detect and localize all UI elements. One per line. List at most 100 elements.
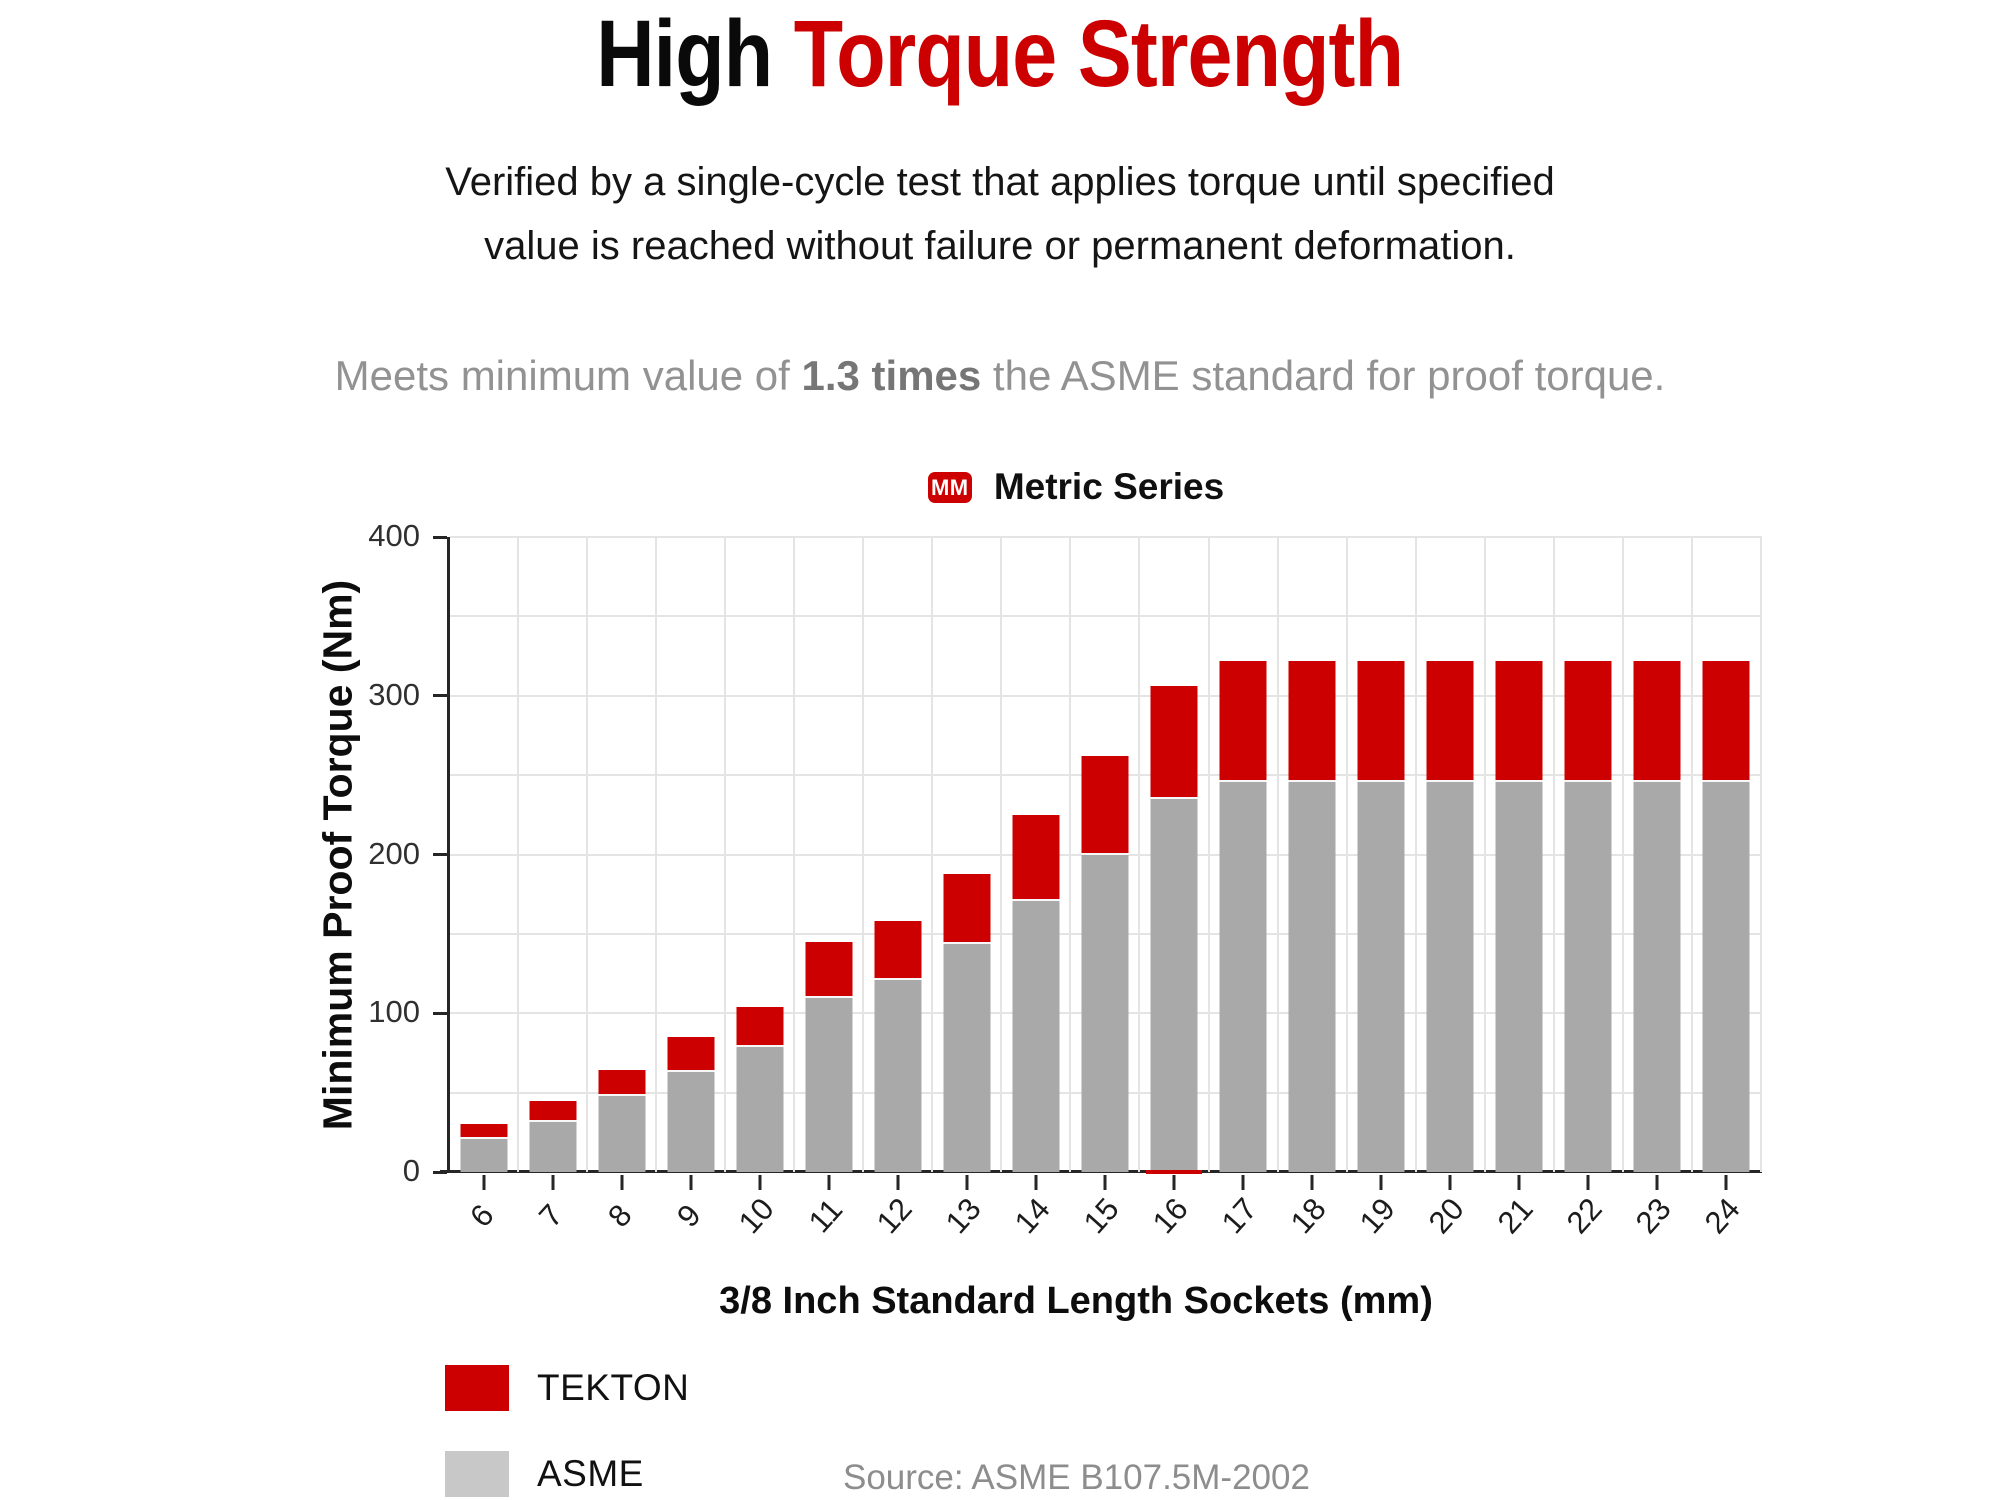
- bar-7: [529, 1100, 577, 1172]
- x-tick-19: [1379, 1175, 1383, 1190]
- x-tick-label-text-13: 13: [938, 1191, 988, 1241]
- x-tick-label-text-15: 15: [1076, 1191, 1126, 1241]
- x-tick-17: [1241, 1175, 1245, 1190]
- x-tick-9: [689, 1175, 693, 1190]
- band-10: 10: [726, 537, 796, 1240]
- x-tick-label-text-18: 18: [1283, 1191, 1333, 1241]
- band-23: 23: [1624, 537, 1693, 1240]
- x-tick-label-text-9: 9: [669, 1197, 708, 1234]
- x-tick-10: [758, 1175, 762, 1190]
- y-tick-label-100: 100: [368, 994, 420, 1030]
- bar-8: [598, 1070, 646, 1172]
- band-18: 18: [1279, 537, 1348, 1240]
- band-16: 16: [1140, 537, 1210, 1240]
- x-tick-20: [1448, 1175, 1452, 1190]
- asme-segment-20: [1426, 779, 1474, 1172]
- legend-label-asme: ASME: [537, 1453, 644, 1494]
- chart-title: Metric Series: [993, 466, 1225, 507]
- x-tick-18: [1310, 1175, 1314, 1190]
- asme-segment-21: [1495, 779, 1543, 1172]
- y-tick-200: [433, 853, 447, 856]
- x-tick-label-text-10: 10: [731, 1191, 781, 1241]
- page-subtitle: Verified by a single-cycle test that app…: [0, 150, 2000, 278]
- legend-item-tekton: TEKTON: [445, 1365, 689, 1411]
- x-tick-13: [965, 1175, 969, 1190]
- claim-strong: 1.3 times: [801, 352, 982, 399]
- x-tick-label-text-21: 21: [1490, 1191, 1540, 1241]
- bar-13: [943, 873, 991, 1172]
- y-tick-300: [433, 694, 447, 698]
- band-20: 20: [1417, 537, 1486, 1240]
- baseline-artifact: [1145, 1170, 1202, 1174]
- bar-24: [1702, 660, 1750, 1172]
- bar-22: [1564, 660, 1612, 1172]
- y-tick-100: [433, 1011, 447, 1015]
- bar-18: [1288, 660, 1336, 1172]
- band-17: 17: [1210, 537, 1279, 1240]
- bar-14: [1012, 814, 1060, 1172]
- bar-21: [1495, 660, 1543, 1172]
- subtitle-line-1: Verified by a single-cycle test that app…: [445, 160, 1555, 204]
- claim-suffix: the ASME standard for proof torque.: [981, 352, 1666, 399]
- asme-segment-12: [874, 978, 922, 1172]
- asme-segment-16: [1150, 797, 1198, 1172]
- asme-swatch-icon: [445, 1451, 509, 1497]
- x-tick-15: [1103, 1175, 1107, 1190]
- title-part-black: High: [596, 1, 795, 107]
- band-9: 9: [657, 537, 727, 1234]
- gridline-300: [450, 694, 1762, 697]
- x-tick-8: [620, 1175, 624, 1190]
- bar-10: [736, 1006, 784, 1172]
- chart-header: MM Metric Series: [390, 466, 1762, 508]
- y-tick-label-300: 300: [368, 676, 420, 712]
- x-tick-14: [1034, 1175, 1038, 1190]
- title-part-red: Torque Strength: [794, 1, 1404, 107]
- legend-item-asme: ASME: [445, 1451, 689, 1497]
- bar-6: [460, 1124, 508, 1172]
- legend: TEKTON ASME: [445, 1365, 689, 1500]
- x-tick-label-text-24: 24: [1697, 1191, 1748, 1241]
- source-note: Source: ASME B107.5M-2002: [843, 1458, 1310, 1497]
- band-11: 11: [795, 537, 865, 1239]
- bar-20: [1426, 660, 1474, 1172]
- band-22: 22: [1555, 537, 1624, 1240]
- x-tick-23: [1655, 1175, 1659, 1190]
- asme-segment-11: [805, 995, 853, 1172]
- legend-label-tekton: TEKTON: [537, 1367, 690, 1408]
- x-tick-label-text-20: 20: [1421, 1191, 1471, 1241]
- band-15: 15: [1071, 537, 1141, 1240]
- asme-segment-6: [460, 1137, 508, 1172]
- y-tick-400: [433, 535, 447, 539]
- asme-segment-23: [1633, 779, 1681, 1172]
- band-14: 14: [1002, 537, 1072, 1240]
- band-12: 12: [864, 537, 934, 1240]
- asme-segment-13: [943, 941, 991, 1172]
- x-tick-label-text-22: 22: [1559, 1191, 1609, 1241]
- asme-segment-14: [1012, 898, 1060, 1172]
- mm-badge-icon: MM: [927, 471, 972, 503]
- x-tick-11: [827, 1175, 831, 1190]
- band-21: 21: [1486, 537, 1555, 1240]
- claim-prefix: Meets minimum value of: [334, 352, 802, 399]
- x-tick-label-text-12: 12: [869, 1191, 919, 1241]
- x-tick-16: [1172, 1175, 1176, 1190]
- asme-segment-17: [1219, 779, 1267, 1172]
- gridline-400: [450, 536, 1762, 538]
- claim-text: Meets minimum value of 1.3 times the ASM…: [0, 352, 2000, 400]
- bar-16: [1150, 686, 1198, 1172]
- asme-segment-8: [598, 1094, 646, 1172]
- asme-segment-7: [529, 1119, 577, 1172]
- x-tick-label-text-23: 23: [1628, 1191, 1679, 1241]
- asme-segment-22: [1564, 779, 1612, 1172]
- y-tick-label-400: 400: [368, 518, 420, 553]
- bar-19: [1357, 660, 1405, 1172]
- x-tick-label-text-6: 6: [462, 1197, 501, 1234]
- asme-segment-15: [1081, 852, 1129, 1172]
- bar-15: [1081, 756, 1129, 1172]
- bar-23: [1633, 660, 1681, 1172]
- band-6: 6: [450, 537, 520, 1234]
- x-axis-title: 3/8 Inch Standard Length Sockets (mm): [719, 1280, 1433, 1322]
- x-tick-label-text-19: 19: [1352, 1191, 1402, 1241]
- tekton-swatch-icon: [445, 1365, 509, 1411]
